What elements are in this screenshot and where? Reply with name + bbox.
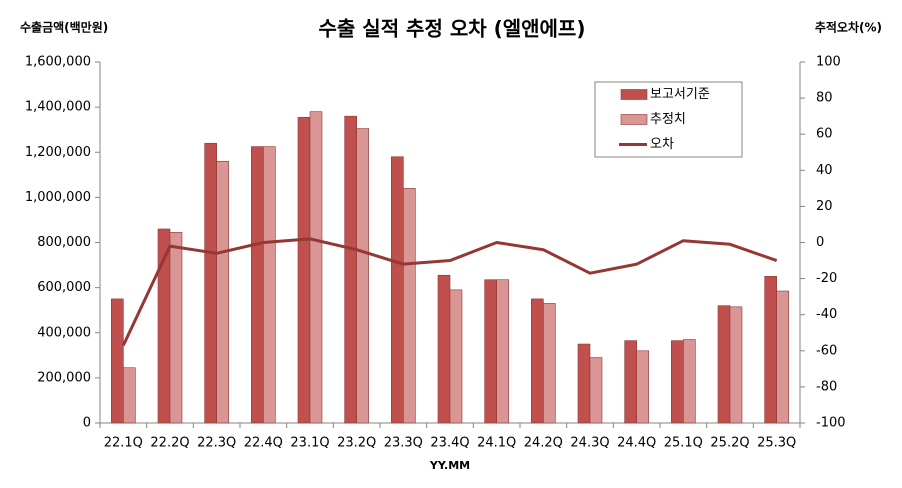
x-tick-label: 25.2Q bbox=[710, 436, 749, 451]
y2-axis-title: 추적오차(%) bbox=[815, 20, 882, 35]
bar bbox=[449, 289, 463, 424]
legend-label: 추정치 bbox=[650, 112, 686, 127]
bar bbox=[251, 146, 264, 424]
chart-title: 수출 실적 추정 오차 (엘앤에프) bbox=[319, 17, 586, 41]
y2-tick-label: -80 bbox=[816, 379, 837, 394]
legend-label: 보고서기준 bbox=[650, 87, 710, 102]
x-tick-label: 24.3Q bbox=[570, 436, 609, 451]
x-tick-label: 23.3Q bbox=[384, 436, 423, 451]
y2-tick-label: -20 bbox=[816, 271, 837, 286]
bar bbox=[717, 305, 731, 424]
y2-tick-label: 0 bbox=[816, 235, 824, 250]
x-tick-label: 24.2Q bbox=[524, 436, 563, 451]
x-tick-label: 24.4Q bbox=[617, 436, 656, 451]
x-tick-label: 23.4Q bbox=[430, 436, 469, 451]
y-tick-label: 1,200,000 bbox=[25, 145, 91, 160]
bar bbox=[403, 188, 416, 424]
x-tick-label: 25.1Q bbox=[664, 436, 703, 451]
y2-tick-label: -60 bbox=[816, 343, 837, 358]
bar bbox=[543, 303, 556, 424]
legend-swatch bbox=[620, 114, 648, 125]
y-axis-title: 수출금액(백만원) bbox=[20, 20, 108, 35]
y-tick-label: 1,000,000 bbox=[25, 190, 91, 205]
bar bbox=[764, 276, 777, 424]
bar bbox=[589, 357, 603, 424]
y-tick-label: 800,000 bbox=[37, 235, 91, 250]
y-tick-label: 1,400,000 bbox=[25, 100, 91, 115]
x-tick-label: 23.1Q bbox=[290, 436, 329, 451]
x-tick-label: 25.3Q bbox=[757, 436, 796, 451]
y2-tick-label: -40 bbox=[816, 307, 837, 322]
legend-swatch bbox=[620, 89, 648, 100]
x-tick-label: 22.2Q bbox=[150, 436, 189, 451]
bar bbox=[123, 367, 136, 424]
bar bbox=[683, 339, 696, 424]
line bbox=[121, 237, 778, 347]
x-tick-label: 22.1Q bbox=[104, 436, 143, 451]
bar bbox=[263, 146, 276, 424]
y-tick-label: 1,600,000 bbox=[25, 55, 91, 70]
bar bbox=[437, 274, 451, 424]
x-tick-label: 22.4Q bbox=[244, 436, 283, 451]
x-axis-title: YY.MM bbox=[429, 459, 470, 472]
x-tick-label: 22.3Q bbox=[197, 436, 236, 451]
y2-tick-label: 20 bbox=[816, 199, 833, 214]
y-tick-label: 400,000 bbox=[37, 325, 91, 340]
y2-tick-label: 100 bbox=[816, 55, 841, 70]
bar bbox=[496, 279, 509, 424]
bar bbox=[204, 142, 217, 424]
bar bbox=[624, 340, 637, 424]
y-tick-label: 200,000 bbox=[37, 370, 91, 385]
y2-tick-label: -100 bbox=[816, 416, 846, 431]
bar bbox=[297, 116, 311, 424]
bar bbox=[484, 279, 497, 424]
bar bbox=[309, 111, 323, 424]
bar bbox=[391, 156, 404, 424]
legend-label: 오차 bbox=[650, 137, 674, 152]
bar bbox=[531, 298, 544, 424]
bar bbox=[111, 298, 124, 424]
bar bbox=[636, 350, 649, 424]
bar bbox=[216, 160, 229, 424]
y2-tick-label: 80 bbox=[816, 91, 833, 106]
y2-tick-label: 60 bbox=[816, 127, 833, 142]
y2-tick-label: 40 bbox=[816, 163, 833, 178]
bar bbox=[356, 128, 369, 424]
x-tick-label: 23.2Q bbox=[337, 436, 376, 451]
x-tick-label: 24.1Q bbox=[477, 436, 516, 451]
bar bbox=[577, 343, 591, 424]
bar bbox=[344, 115, 357, 424]
y-tick-label: 600,000 bbox=[37, 280, 91, 295]
y-tick-label: 0 bbox=[83, 416, 91, 431]
bar bbox=[776, 290, 789, 424]
bar bbox=[729, 306, 743, 424]
bar bbox=[671, 340, 684, 424]
bar bbox=[169, 232, 183, 424]
